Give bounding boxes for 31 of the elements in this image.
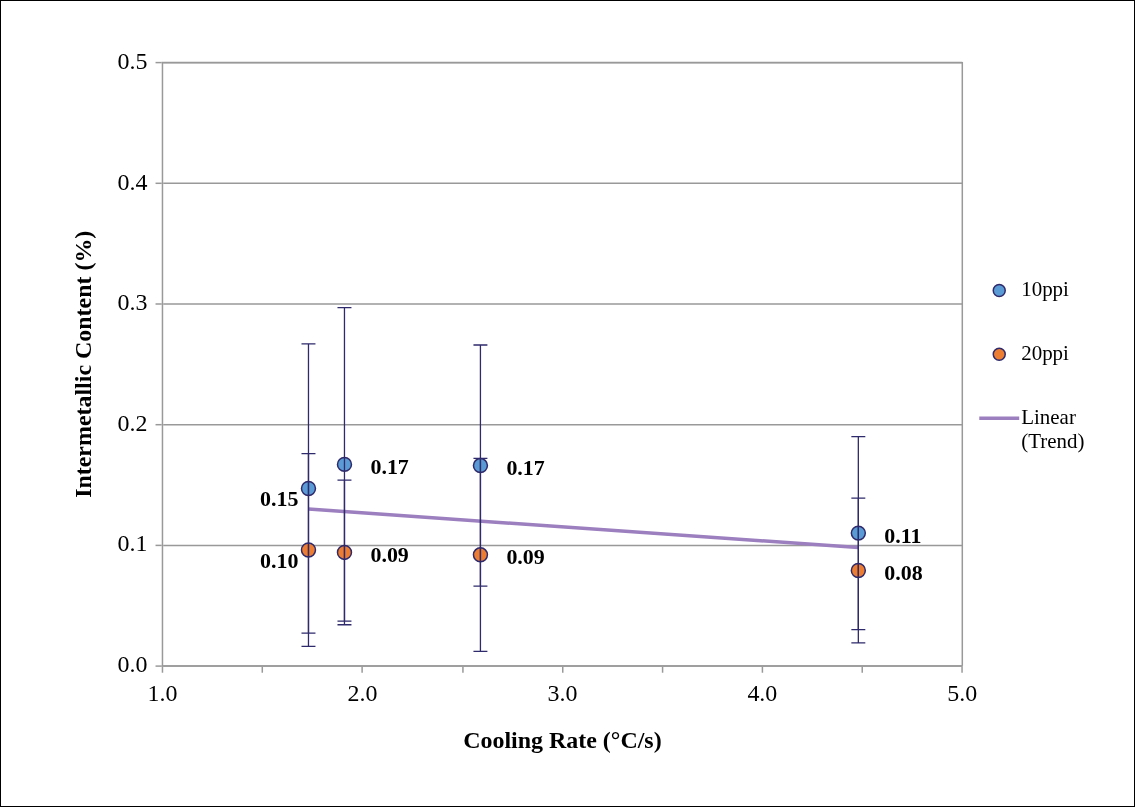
data-label: 0.17 (370, 454, 409, 480)
point (472, 547, 489, 563)
data-label: 0.09 (370, 542, 409, 568)
data-label: 0.09 (506, 544, 545, 570)
x-tick-label: 3.0 (547, 680, 578, 707)
x-tick-label: 4.0 (747, 680, 778, 707)
point (850, 525, 867, 541)
y-tick-label: 0.0 (117, 651, 148, 678)
y-tick-label: 0.3 (117, 289, 148, 316)
legend-label: 10ppi (1021, 276, 1070, 301)
x-tick-label: 5.0 (947, 680, 978, 707)
legend-label: 20ppi (1021, 340, 1070, 365)
data-label: 0.08 (884, 560, 923, 586)
y-tick-label: 0.5 (117, 48, 148, 75)
data-label: 0.11 (884, 522, 922, 548)
y-tick-label: 0.2 (117, 409, 148, 436)
data-label: 0.10 (260, 547, 299, 573)
legend-label: Linear (Trend) (1021, 404, 1085, 453)
point (850, 562, 867, 579)
point (300, 542, 317, 558)
y-axis-title: Intermetallic Content (%) (70, 230, 97, 498)
x-tick-label: 1.0 (147, 680, 178, 707)
data-label: 0.15 (260, 486, 299, 512)
point (300, 480, 317, 497)
point (336, 456, 353, 473)
y-tick-label: 0.4 (117, 168, 148, 195)
data-label: 0.17 (506, 455, 545, 481)
x-axis-title: Cooling Rate (°C/s) (463, 726, 662, 753)
x-tick-label: 2.0 (347, 680, 378, 707)
y-tick-label: 0.1 (117, 530, 148, 557)
point (336, 544, 353, 561)
